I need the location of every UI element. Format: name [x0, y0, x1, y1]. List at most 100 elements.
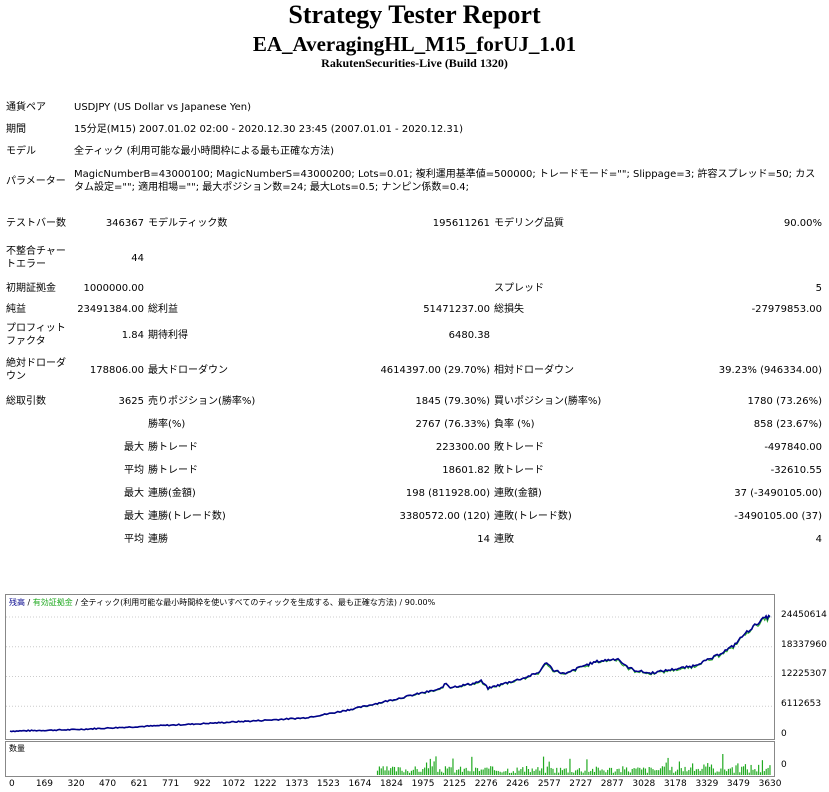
volume-bar — [592, 768, 594, 775]
volume-bar — [380, 768, 382, 775]
volume-bar — [501, 772, 503, 775]
volume-bar — [403, 772, 405, 775]
volume-bar — [390, 768, 392, 775]
row-avg-cons: 平均 連勝 14 連敗 4 — [4, 528, 824, 551]
row-largest: 最大 勝トレード 223300.00 敗トレード -497840.00 — [4, 436, 824, 459]
volume-bar — [393, 766, 396, 775]
volume-bar — [554, 772, 556, 775]
volume-bar — [752, 769, 754, 775]
volume-bar — [580, 771, 582, 775]
volume-bar — [410, 770, 413, 775]
pf-label: プロフィットファクタ — [6, 323, 66, 347]
volume-bar — [442, 772, 445, 775]
win-rate-value: 2767 (76.33%) — [415, 419, 490, 430]
volume-bar — [646, 772, 648, 775]
volume-bar — [401, 770, 403, 775]
volume-bar — [386, 766, 388, 775]
rel-dd-value: 39.23% (946334.00) — [718, 364, 822, 376]
ticks-value: 195611261 — [432, 217, 490, 229]
volume-bar — [424, 767, 426, 775]
volume-bar — [469, 771, 471, 775]
row-average: 平均 勝トレード 18601.82 敗トレード -32610.55 — [4, 459, 824, 482]
legend-model: 全ティック(利用可能な最小時間枠を使いすべてのティックを生成する、最も正確な方法… — [80, 598, 436, 607]
x-tick-label: 2877 — [600, 779, 624, 789]
volume-bar — [525, 766, 528, 775]
cons-wins-money-label: 連勝(金額) — [148, 488, 196, 499]
max-dd-value: 4614397.00 (29.70%) — [380, 364, 490, 376]
volume-bar — [471, 756, 473, 775]
volume-bar — [422, 769, 424, 775]
expert-name: EA_AveragingHL_M15_forUJ_1.01 — [252, 32, 577, 56]
volume-bar — [503, 771, 505, 775]
volume-bar — [614, 771, 616, 775]
deposit-value: 1000000.00 — [83, 283, 144, 294]
x-tick-label: 1523 — [316, 779, 340, 789]
volume-bar — [590, 770, 592, 775]
volume-bar — [714, 772, 716, 775]
volume-bar — [663, 766, 665, 775]
loss-rate-value: 858 (23.67%) — [753, 419, 822, 430]
volume-bar — [561, 770, 564, 775]
volume-bar — [548, 761, 550, 775]
volume-bar — [407, 771, 409, 775]
x-tick-label: 2727 — [569, 779, 593, 789]
volume-bar — [727, 768, 730, 775]
volume-bar — [667, 757, 669, 775]
x-tick-label: 2276 — [474, 779, 498, 789]
x-tick-label: 1373 — [285, 779, 309, 789]
volume-bar — [758, 764, 760, 775]
volume-label: 数量 — [9, 744, 25, 753]
row-trades: 総取引数 3625 売りポジション(勝率%) 1845 (79.30%) 買いポ… — [4, 390, 824, 413]
pf-value: 1.84 — [121, 329, 144, 341]
volume-bar — [710, 764, 713, 775]
avg-win-label: 勝トレード — [148, 465, 198, 476]
volume-bar — [716, 771, 718, 775]
volume-bar — [595, 766, 597, 775]
volume-bar — [622, 766, 624, 775]
volume-bar — [531, 768, 533, 775]
volume-bar — [522, 767, 524, 775]
volume-bar — [565, 768, 567, 775]
volume-bar — [512, 771, 514, 775]
x-tick-label: 2125 — [443, 779, 466, 789]
y-tick-label: 24450614 — [781, 609, 827, 620]
volume-bar — [541, 768, 543, 775]
x-tick-label: 320 — [67, 779, 85, 789]
x-tick-label: 3329 — [695, 779, 719, 789]
volume-bar — [414, 766, 416, 775]
volume-bar — [754, 769, 756, 775]
model-value: 全ティック (利用可能な最小時間枠による最も正確な方法) — [74, 145, 335, 157]
volume-bar — [652, 769, 654, 775]
volume-bar — [378, 766, 380, 775]
volume-bar — [610, 767, 613, 775]
volume-bar — [488, 768, 490, 775]
largest-loss-value: -497840.00 — [764, 442, 822, 453]
volume-bar — [408, 772, 411, 775]
volume-bar — [546, 766, 548, 775]
params-label: パラメーター — [6, 175, 66, 187]
volume-bar — [624, 769, 626, 775]
x-tick-label: 922 — [193, 779, 211, 789]
volume-bar — [618, 768, 620, 775]
volume-bar — [701, 768, 703, 775]
rel-dd-label: 相対ドローダウン — [494, 364, 574, 376]
volume-bar — [680, 768, 682, 775]
abs-dd-value: 178806.00 — [89, 364, 144, 376]
cons-losses-count-label: 連敗(トレード数) — [494, 511, 572, 522]
volume-bar — [673, 772, 675, 775]
volume-bar — [697, 768, 699, 775]
volume-bar — [675, 771, 677, 775]
volume-bar — [712, 768, 714, 775]
volume-bar — [586, 759, 588, 775]
gross-profit-value: 51471237.00 — [423, 304, 490, 315]
volume-bar — [676, 769, 679, 775]
gross-loss-value: -27979853.00 — [751, 304, 822, 315]
volume-chart-svg — [376, 754, 771, 775]
cons-wins-count-value: 3380572.00 (120) — [399, 511, 490, 522]
volume-bar — [692, 763, 694, 775]
trades-label: 総取引数 — [6, 396, 46, 407]
volume-bar — [631, 768, 633, 775]
volume-bar — [529, 772, 531, 775]
volume-bar — [669, 770, 671, 775]
long-label: 買いポジション(勝率%) — [494, 396, 602, 407]
